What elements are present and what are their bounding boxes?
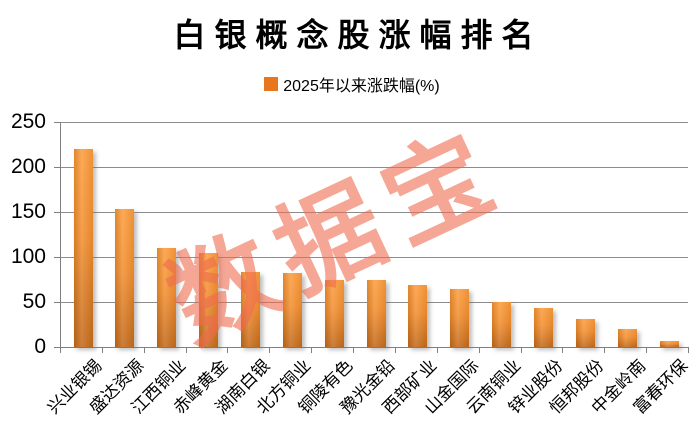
y-axis-label: 250 — [10, 110, 46, 133]
gridline — [60, 212, 688, 213]
x-axis-tick — [353, 347, 355, 353]
x-axis-tick — [185, 347, 187, 353]
bar — [575, 319, 595, 347]
bar — [157, 248, 177, 347]
y-axis-tick — [54, 212, 60, 213]
x-axis-tick — [436, 347, 438, 353]
gridline — [60, 122, 688, 123]
x-axis-tick — [227, 347, 229, 353]
gridline — [60, 167, 688, 168]
y-axis-tick — [54, 122, 60, 123]
bar — [115, 209, 135, 347]
bar — [282, 273, 302, 347]
y-axis-line — [60, 122, 61, 347]
legend-swatch-icon — [264, 77, 279, 91]
y-axis-tick — [54, 167, 60, 168]
x-axis-tick — [101, 347, 103, 353]
bar — [240, 272, 260, 347]
legend-label: 2025年以来涨跌幅(%) — [283, 78, 440, 95]
x-axis-line — [60, 347, 688, 348]
x-axis-tick — [394, 347, 396, 353]
bar — [408, 284, 428, 347]
x-axis-tick — [604, 347, 606, 353]
x-axis-tick — [688, 347, 689, 353]
x-axis-tick — [646, 347, 648, 353]
y-axis-tick — [54, 347, 60, 348]
bar — [324, 279, 344, 347]
x-axis-tick — [562, 347, 564, 353]
x-axis-tick — [311, 347, 313, 353]
bar — [659, 340, 679, 347]
bar — [534, 308, 554, 347]
y-axis-label: 200 — [10, 155, 46, 178]
gridline — [60, 257, 688, 258]
y-axis-label: 150 — [10, 200, 46, 223]
y-axis-label: 0 — [34, 335, 46, 358]
bar — [366, 280, 386, 347]
bar — [492, 302, 512, 347]
y-axis-tick — [54, 302, 60, 303]
bar — [73, 149, 93, 347]
bar — [450, 289, 470, 347]
bar — [617, 329, 637, 347]
x-axis-tick — [520, 347, 522, 353]
x-axis-tick — [143, 347, 145, 353]
y-axis-label: 100 — [10, 245, 46, 268]
y-axis-tick — [54, 257, 60, 258]
x-axis-tick — [478, 347, 480, 353]
x-axis-tick — [269, 347, 271, 353]
bar — [199, 253, 219, 347]
x-axis-tick — [60, 347, 61, 353]
y-axis-label: 50 — [22, 290, 46, 313]
chart-title: 白银概念股涨幅排名 — [173, 17, 543, 53]
legend: 2025年以来涨跌幅(%) — [5, 72, 694, 96]
